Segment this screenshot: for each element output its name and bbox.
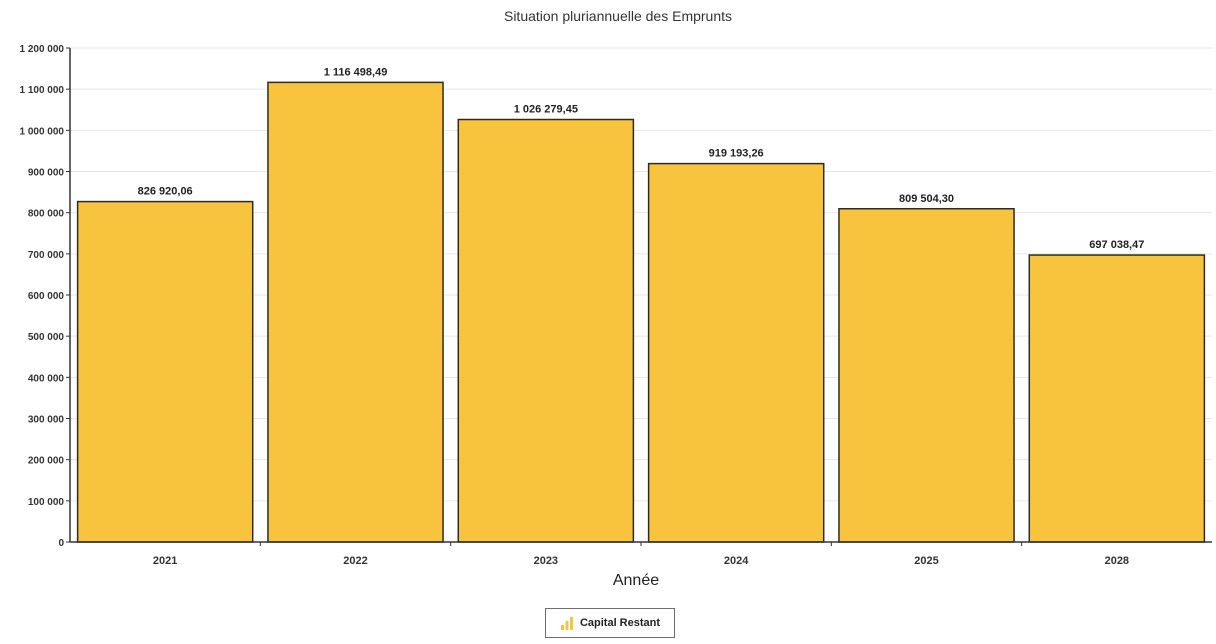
y-tick-label: 0 — [58, 538, 64, 549]
bar-data-label: 1 026 279,45 — [514, 104, 578, 116]
x-tick-label: 2028 — [1105, 555, 1129, 567]
y-tick-label: 1 100 000 — [20, 85, 65, 96]
bar-data-label: 697 038,47 — [1089, 239, 1144, 251]
bar[interactable] — [838, 208, 1015, 543]
y-tick-label: 200 000 — [28, 456, 65, 467]
legend-label: Capital Restant — [579, 617, 661, 629]
y-axis: 0 100 000 200 000 300 000 400 000 500 000 600 … — [20, 44, 71, 549]
grid-lines — [70, 47, 1212, 502]
x-tick-label: 2022 — [343, 555, 367, 567]
y-tick-label: 400 000 — [28, 373, 65, 384]
y-tick-label: 1 200 000 — [20, 44, 65, 55]
x-tick-label: 2023 — [534, 555, 558, 567]
x-tick-label: 2025 — [914, 555, 938, 567]
bar[interactable] — [267, 81, 444, 543]
bar-data-label: 809 504,30 — [899, 193, 954, 205]
y-tick-label: 300 000 — [28, 415, 65, 426]
chart-legend[interactable]: Capital Restant — [545, 608, 675, 638]
y-tick-label: 500 000 — [28, 332, 65, 343]
y-tick-label: 700 000 — [28, 250, 65, 261]
y-tick-label: 600 000 — [28, 291, 65, 302]
bar-data-label: 919 193,26 — [709, 148, 764, 160]
bar[interactable] — [647, 162, 825, 543]
chart-title: Situation pluriannuelle des Emprunts — [504, 8, 732, 24]
y-tick-label: 100 000 — [28, 497, 65, 508]
bars: 826 920,06 1 116 498,49 1 026 279,45 919 19… — [76, 66, 1206, 543]
bar-data-label: 1 116 498,49 — [324, 66, 388, 78]
bar[interactable] — [1028, 254, 1206, 543]
bar[interactable] — [76, 200, 254, 543]
bar-data-label: 826 920,06 — [138, 186, 193, 198]
bar[interactable] — [457, 118, 635, 543]
x-tick-label: 2021 — [153, 555, 177, 567]
x-axis: 2021 2022 2023 2024 2025 2028 — [70, 541, 1212, 567]
y-tick-label: 800 000 — [28, 209, 65, 220]
x-axis-title: Année — [613, 572, 659, 589]
bar-chart-icon — [560, 616, 574, 630]
y-tick-label: 900 000 — [28, 168, 65, 179]
y-tick-label: 1 000 000 — [20, 126, 65, 137]
x-tick-label: 2024 — [724, 555, 749, 567]
